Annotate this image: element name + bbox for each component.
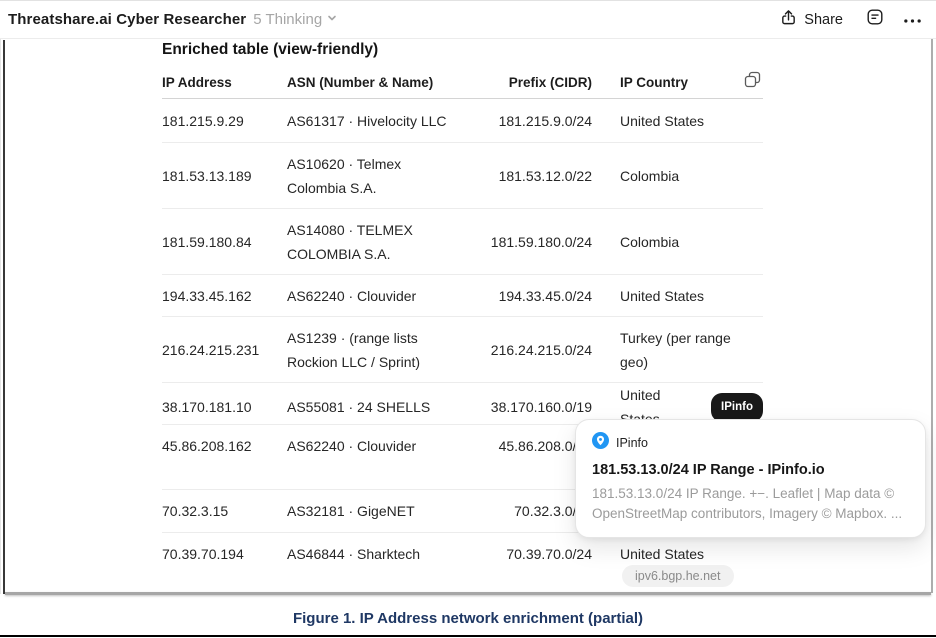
column-header-prefix: Prefix (CIDR): [508, 75, 592, 90]
asn-cell: AS14080 · TELMEX COLOMBIA S.A.: [287, 221, 413, 262]
notes-button[interactable]: [866, 8, 884, 31]
ip-cell: 181.215.9.29: [162, 112, 244, 129]
asn-cell: AS32181 · GigeNET: [287, 503, 415, 519]
ip-cell: 194.33.45.162: [162, 287, 252, 304]
table-row: 45.86.208.162 AS62240 · Clouvider 45.86.…: [162, 425, 763, 490]
figure-bottom-rule: [0, 634, 936, 637]
copy-table-button[interactable]: [744, 71, 761, 88]
prefix-cell: 45.86.208.0/24: [498, 438, 592, 454]
country-cell: United States: [620, 287, 705, 304]
country-cell: Colombia: [620, 167, 680, 184]
asn-cell: AS10620 · Telmex Colombia S.A.: [287, 155, 402, 196]
asn-cell: AS62240 · Clouvider: [287, 287, 417, 304]
ipinfo-logo-icon: [592, 432, 609, 454]
table-row: 70.32.3.15 AS32181 · GigeNET 70.32.3.0/2…: [162, 490, 763, 533]
column-header-ip: IP Address: [162, 75, 232, 90]
table-header-row: IP Address ASN (Number & Name) Prefix (C…: [162, 67, 763, 99]
table-row: 38.170.181.10 AS55081 · 24 SHELLS 38.170…: [162, 383, 763, 427]
country-cell: Colombia: [620, 233, 680, 250]
prefix-cell: 38.170.160.0/19: [490, 399, 592, 415]
frame-edge-bottom-shadow: [5, 592, 931, 595]
model-selector-label: 5 Thinking: [253, 11, 323, 28]
chevron-down-icon: [326, 11, 338, 28]
country-cell: United States: [620, 112, 705, 129]
table-row: 181.215.9.29 AS61317 · Hivelocity LLC 18…: [162, 99, 763, 143]
asn-cell: AS46844 · Sharktech: [287, 546, 421, 562]
asn-cell: AS61317 · Hivelocity LLC: [287, 112, 447, 129]
prefix-cell: 70.32.3.0/24: [514, 503, 592, 519]
asn-cell: AS62240 · Clouvider: [287, 438, 417, 454]
more-menu-button[interactable]: [903, 11, 922, 29]
prefix-cell: 194.33.45.0/24: [498, 287, 592, 304]
table-row: 194.33.45.162 AS62240 · Clouvider 194.33…: [162, 275, 763, 317]
table-row: 216.24.215.231 AS1239 · (range lists Roc…: [162, 317, 763, 383]
link-preview-popup: IPinfo 181.53.13.0/24 IP Range - IPinfo.…: [575, 419, 926, 538]
frame-edge-left-dark: [3, 40, 5, 594]
popup-link-title[interactable]: 181.53.13.0/24 IP Range - IPinfo.io: [592, 462, 825, 478]
table-title: Enriched table (view-friendly): [162, 41, 379, 58]
document-icon: [866, 8, 884, 31]
ipinfo-source-badge[interactable]: IPinfo: [711, 392, 763, 422]
share-button[interactable]: Share: [780, 9, 843, 30]
asn-cell: AS1239 · (range lists Rockion LLC / Spri…: [287, 329, 421, 370]
share-button-label: Share: [804, 11, 843, 28]
popup-source-label: IPinfo: [616, 436, 648, 450]
ip-cell: 181.59.180.84: [162, 233, 252, 250]
ip-cell: 70.32.3.15: [162, 503, 229, 519]
prefix-cell: 181.215.9.0/24: [498, 112, 592, 129]
prefix-cell: 181.53.12.0/22: [498, 167, 592, 184]
table-row: 181.59.180.84 AS14080 · TELMEX COLOMBIA …: [162, 209, 763, 275]
ip-cell: 70.39.70.194: [162, 546, 244, 562]
asn-cell: AS55081 · 24 SHELLS: [287, 399, 431, 415]
model-selector[interactable]: 5 Thinking: [253, 11, 338, 28]
frame-edge-right: [931, 1, 933, 593]
column-header-asn: ASN (Number & Name): [287, 75, 434, 90]
ip-cell: 216.24.215.231: [162, 341, 260, 358]
ellipsis-icon: [903, 11, 922, 29]
prefix-cell: 181.59.180.0/24: [490, 233, 592, 250]
ip-cell: 45.86.208.162: [162, 438, 252, 454]
enrichment-table: IP Address ASN (Number & Name) Prefix (C…: [162, 67, 763, 575]
app-title: Threatshare.ai Cyber Researcher: [8, 11, 247, 28]
frame-edge-left-light: [0, 1, 1, 594]
prefix-cell: 216.24.215.0/24: [490, 341, 592, 358]
popup-source-row: IPinfo: [592, 432, 909, 454]
figure-caption: Figure 1. IP Address network enrichment …: [292, 610, 644, 627]
status-link-pill: ipv6.bgp.he.net: [622, 565, 734, 587]
table-row: 70.39.70.194 AS46844 · Sharktech 70.39.7…: [162, 533, 763, 575]
country-cell: United States: [620, 546, 705, 562]
ip-cell: 181.53.13.189: [162, 167, 252, 184]
column-header-country: IP Country: [620, 75, 689, 90]
table-row: 181.53.13.189 AS10620 · Telmex Colombia …: [162, 143, 763, 209]
app-header: Threatshare.ai Cyber Researcher 5 Thinki…: [0, 1, 936, 39]
country-cell: Turkey (per range geo): [620, 329, 731, 370]
share-icon: [780, 9, 797, 30]
prefix-cell: 70.39.70.0/24: [506, 546, 592, 562]
popup-description: 181.53.13.0/24 IP Range. +−. Leaflet | M…: [592, 486, 903, 521]
ip-cell: 38.170.181.10: [162, 399, 252, 415]
